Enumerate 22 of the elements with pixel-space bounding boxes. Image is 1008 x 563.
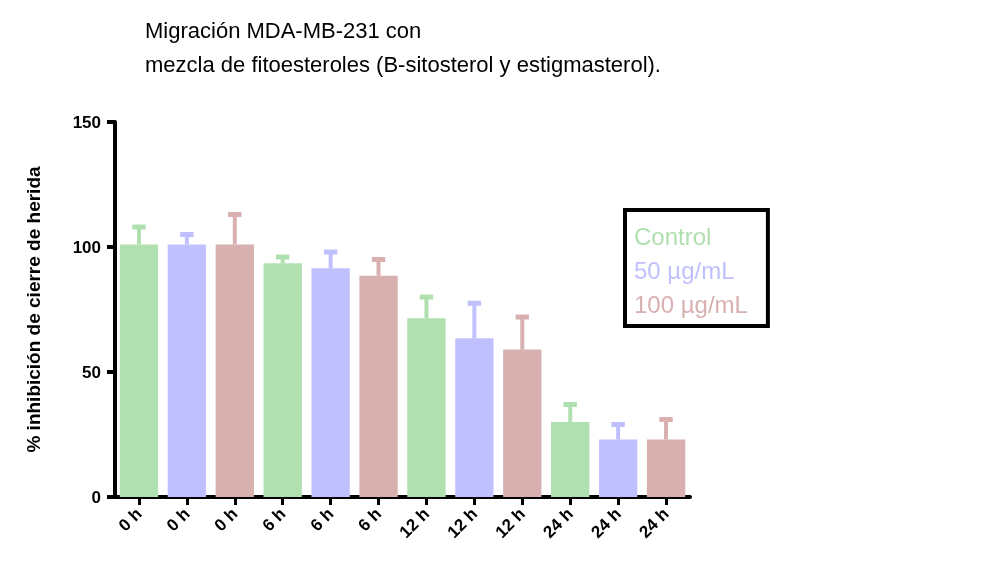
x-tick-label: 0 h: [162, 504, 194, 536]
x-tick-label: 0 h: [210, 504, 242, 536]
y-tick-label: 100: [72, 237, 101, 257]
x-tick-label: 12 h: [395, 504, 434, 542]
x-tick-label: 6 h: [354, 504, 386, 536]
text: 50 µg/mL: [634, 256, 735, 284]
text: 100 µg/mL: [634, 290, 748, 318]
x-tick-label: 6 h: [258, 504, 290, 536]
y-tick-label: 0: [91, 487, 101, 507]
x-tick-label: 24 h: [635, 504, 673, 542]
y-axis-title: % inhibición de cierre de herida: [23, 166, 44, 453]
y-tick-label: 50: [82, 362, 101, 382]
x-tick-label: 0 h: [114, 504, 146, 536]
bar: [263, 263, 302, 497]
x-tick-label: 12 h: [443, 504, 482, 542]
chart-title: Migración MDA-MB-231 con mezcla de fitoesteroles (B-sitosterol y estigmasterol).: [145, 17, 661, 77]
x-tick-label: 6 h: [306, 504, 338, 536]
x-tick-label: 12 h: [491, 504, 530, 542]
x-tick-label: 24 h: [587, 504, 625, 542]
text: Control: [634, 222, 712, 250]
x-tick-label: 24 h: [539, 504, 577, 542]
y-tick-label: 150: [72, 112, 101, 132]
